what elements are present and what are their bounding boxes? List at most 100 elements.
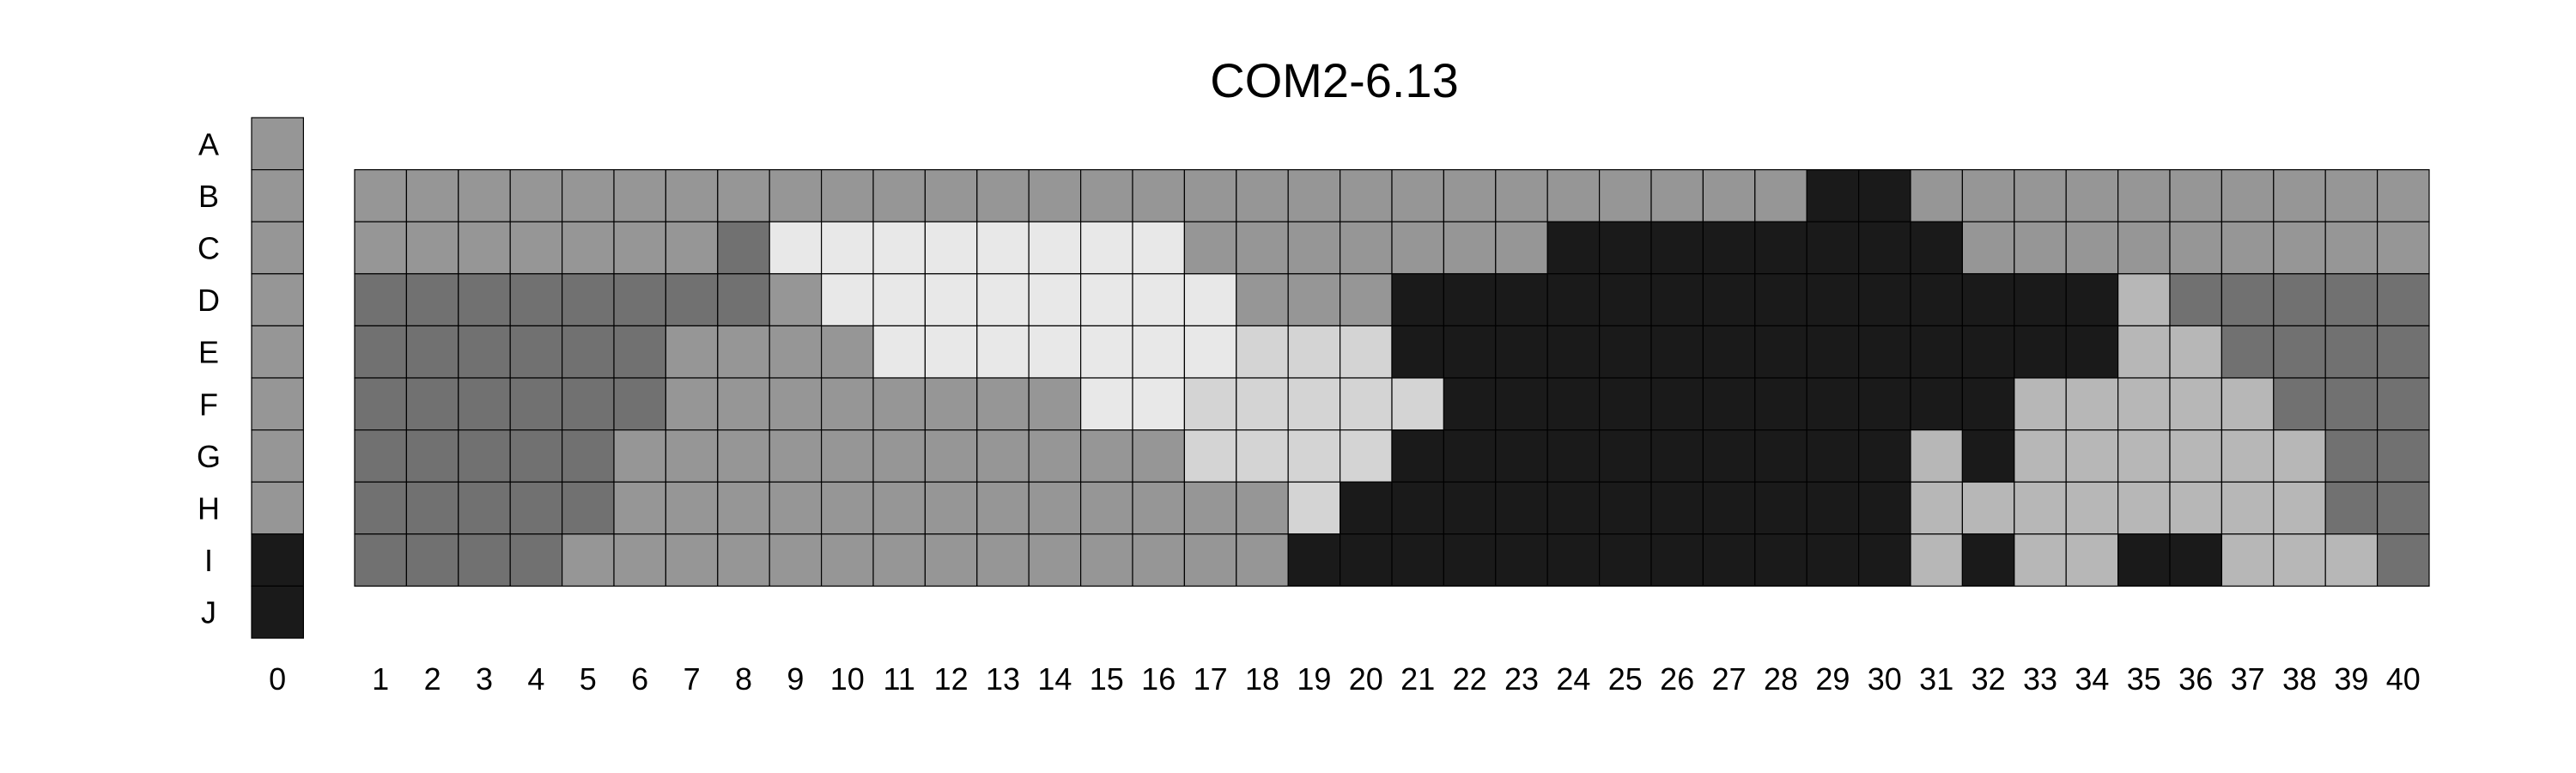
cell-f-25 xyxy=(1598,377,1652,431)
cell-d-27 xyxy=(1702,273,1756,326)
cell-d-40 xyxy=(2377,273,2430,326)
col-label-7: 7 xyxy=(683,661,701,697)
cell-c-14 xyxy=(1028,221,1082,275)
cell-b-17 xyxy=(1183,169,1237,222)
cell-c-37 xyxy=(2221,221,2275,275)
cell-g-35 xyxy=(2117,429,2171,483)
col-label-30: 30 xyxy=(1868,661,1902,697)
cell-d-28 xyxy=(1754,273,1807,326)
cell-e-26 xyxy=(1650,325,1704,379)
cell-f-40 xyxy=(2377,377,2430,431)
col-label-38: 38 xyxy=(2282,661,2317,697)
column-labels: 0 1 2 3 4 5 6 7 8 9 10 11 12 13 14 15 16 17 18 19 20 21 22 23 24… xyxy=(269,661,2421,697)
cell-b-16 xyxy=(1132,169,1186,222)
cell-h-33 xyxy=(2014,481,2067,535)
col-label-32: 32 xyxy=(1971,661,2006,697)
cell-b-3 xyxy=(458,169,511,222)
cell-d-13 xyxy=(976,273,1030,326)
row-label-f: F xyxy=(199,386,218,422)
cell-i-3 xyxy=(458,533,511,587)
cell-i-25 xyxy=(1598,533,1652,587)
cell-e-8 xyxy=(717,325,770,379)
cell-d-2 xyxy=(405,273,459,326)
cell-f-5 xyxy=(561,377,615,431)
chart-title: COM2-6.13 xyxy=(1210,53,1458,107)
col-label-19: 19 xyxy=(1297,661,1331,697)
cell-f-27 xyxy=(1702,377,1756,431)
cell-h-15 xyxy=(1079,481,1133,535)
cell-d-29 xyxy=(1806,273,1860,326)
cell-b-37 xyxy=(2221,169,2275,222)
cell-b-1 xyxy=(354,169,408,222)
cell-e-35 xyxy=(2117,325,2171,379)
cell-g-40 xyxy=(2377,429,2430,483)
ref-cell-i xyxy=(251,533,305,587)
cell-d-37 xyxy=(2221,273,2275,326)
cell-g-19 xyxy=(1287,429,1341,483)
cell-d-7 xyxy=(665,273,719,326)
cell-h-20 xyxy=(1339,481,1393,535)
col-label-1: 1 xyxy=(372,661,389,697)
cell-g-37 xyxy=(2221,429,2275,483)
cell-d-22 xyxy=(1443,273,1497,326)
cell-h-26 xyxy=(1650,481,1704,535)
cell-c-26 xyxy=(1650,221,1704,275)
cell-h-22 xyxy=(1443,481,1497,535)
col-label-33: 33 xyxy=(2023,661,2057,697)
cell-b-13 xyxy=(976,169,1030,222)
cell-h-28 xyxy=(1754,481,1807,535)
cell-b-24 xyxy=(1546,169,1601,222)
cell-c-25 xyxy=(1598,221,1652,275)
cell-f-35 xyxy=(2117,377,2171,431)
cell-e-33 xyxy=(2014,325,2067,379)
col-label-23: 23 xyxy=(1504,661,1539,697)
cell-c-17 xyxy=(1183,221,1237,275)
cell-h-5 xyxy=(561,481,615,535)
cell-g-21 xyxy=(1391,429,1445,483)
cell-b-36 xyxy=(2169,169,2223,222)
cell-e-14 xyxy=(1028,325,1082,379)
cell-e-16 xyxy=(1132,325,1186,379)
cell-c-21 xyxy=(1391,221,1445,275)
cell-f-37 xyxy=(2221,377,2275,431)
cell-e-3 xyxy=(458,325,511,379)
cell-h-18 xyxy=(1236,481,1289,535)
cell-d-25 xyxy=(1598,273,1652,326)
cell-f-11 xyxy=(872,377,927,431)
col-label-22: 22 xyxy=(1453,661,1487,697)
cell-h-17 xyxy=(1183,481,1237,535)
cell-c-40 xyxy=(2377,221,2430,275)
cell-h-37 xyxy=(2221,481,2275,535)
cell-i-7 xyxy=(665,533,719,587)
cell-g-27 xyxy=(1702,429,1756,483)
cell-c-30 xyxy=(1858,221,1911,275)
cell-d-39 xyxy=(2324,273,2379,326)
cell-d-38 xyxy=(2273,273,2326,326)
cell-d-32 xyxy=(1961,273,2015,326)
cell-c-13 xyxy=(976,221,1030,275)
cell-b-10 xyxy=(820,169,874,222)
reference-column xyxy=(251,117,305,639)
cell-g-7 xyxy=(665,429,719,483)
cell-f-7 xyxy=(665,377,719,431)
cell-b-27 xyxy=(1702,169,1756,222)
cell-h-38 xyxy=(2273,481,2326,535)
cell-i-39 xyxy=(2324,533,2379,587)
cell-i-21 xyxy=(1391,533,1445,587)
cell-f-20 xyxy=(1339,377,1393,431)
row-label-e: E xyxy=(198,335,219,370)
cell-h-31 xyxy=(1910,481,1964,535)
cell-d-15 xyxy=(1079,273,1133,326)
cell-g-8 xyxy=(717,429,770,483)
ref-cell-c xyxy=(251,221,305,275)
cell-g-9 xyxy=(769,429,823,483)
cell-c-9 xyxy=(769,221,823,275)
cell-b-6 xyxy=(613,169,667,222)
cell-g-10 xyxy=(820,429,874,483)
cell-i-2 xyxy=(405,533,459,587)
cell-g-16 xyxy=(1132,429,1186,483)
cell-b-18 xyxy=(1236,169,1289,222)
cell-e-27 xyxy=(1702,325,1756,379)
ref-cell-f xyxy=(251,377,305,431)
